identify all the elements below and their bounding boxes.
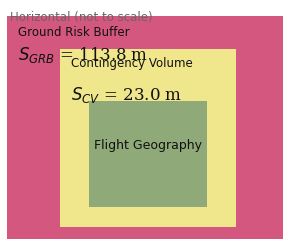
Text: Flight Geography: Flight Geography [94, 138, 202, 152]
Text: Ground Risk Buffer: Ground Risk Buffer [18, 26, 130, 39]
Bar [89, 101, 207, 207]
Text: $\mathit{S}_{CV}$ = 23.0 m: $\mathit{S}_{CV}$ = 23.0 m [71, 85, 182, 105]
Bar [60, 49, 236, 228]
Text: Contingency Volume: Contingency Volume [71, 57, 193, 70]
Text: $\mathit{S}_{GRB}$ = 113.8 m: $\mathit{S}_{GRB}$ = 113.8 m [18, 45, 149, 65]
Text: Horizontal (not to scale): Horizontal (not to scale) [10, 11, 153, 24]
